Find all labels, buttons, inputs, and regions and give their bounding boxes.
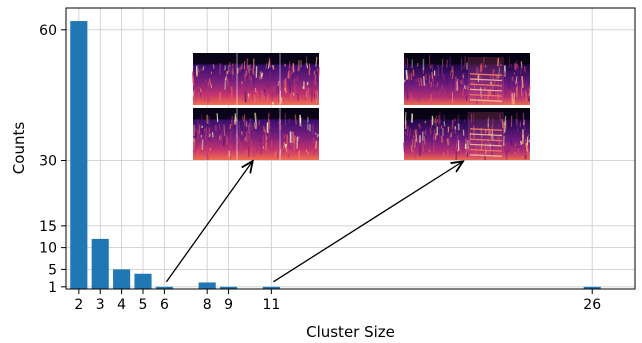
spectrogram-panel bbox=[402, 108, 531, 161]
spectrogram-panel bbox=[192, 108, 320, 161]
x-tick-label: 3 bbox=[96, 297, 105, 313]
plot-frame bbox=[65, 7, 636, 290]
spectrogram-panel bbox=[191, 53, 321, 105]
grid-lines bbox=[66, 8, 635, 289]
bars bbox=[70, 21, 601, 290]
y-axis-title: Counts bbox=[10, 122, 28, 175]
x-tick-label: 2 bbox=[74, 297, 83, 313]
bar-cluster-11 bbox=[262, 286, 280, 289]
y-tick-label: 30 bbox=[39, 153, 57, 169]
bar-cluster-3 bbox=[91, 238, 109, 289]
spectrogram-insets bbox=[191, 53, 531, 161]
x-tick-label: 5 bbox=[139, 297, 148, 313]
bar-cluster-8 bbox=[198, 282, 216, 289]
x-ticks: 2 3 4 5 6 8 9 11 26 bbox=[74, 289, 601, 313]
bar-cluster-2 bbox=[70, 21, 88, 290]
x-tick-label: 9 bbox=[224, 297, 233, 313]
y-tick-label: 60 bbox=[39, 23, 57, 39]
spectrogram-pair-right bbox=[402, 53, 531, 161]
bar-cluster-9 bbox=[220, 286, 238, 289]
bar-cluster-4 bbox=[113, 269, 131, 289]
annotation-arrows bbox=[165, 162, 462, 283]
x-tick-label: 8 bbox=[203, 297, 212, 313]
bar-cluster-6 bbox=[155, 286, 173, 289]
x-tick-label: 4 bbox=[117, 297, 126, 313]
y-tick-label: 1 bbox=[48, 280, 57, 296]
annotation-arrow-spectrogram-pair-left bbox=[165, 162, 252, 283]
bar-cluster-5 bbox=[134, 273, 152, 289]
bar-cluster-26 bbox=[583, 286, 601, 289]
y-tick-label: 10 bbox=[39, 241, 57, 257]
spectrogram-panel bbox=[403, 53, 531, 106]
spectrogram-pair-left bbox=[191, 53, 321, 161]
x-tick-label: 26 bbox=[583, 297, 601, 313]
x-tick-label: 11 bbox=[262, 297, 280, 313]
x-axis-title: Cluster Size bbox=[306, 323, 395, 341]
y-tick-label: 15 bbox=[39, 219, 57, 235]
x-tick-label: 6 bbox=[160, 297, 169, 313]
annotation-arrow-spectrogram-pair-right bbox=[273, 162, 462, 283]
y-tick-label: 5 bbox=[48, 262, 57, 278]
